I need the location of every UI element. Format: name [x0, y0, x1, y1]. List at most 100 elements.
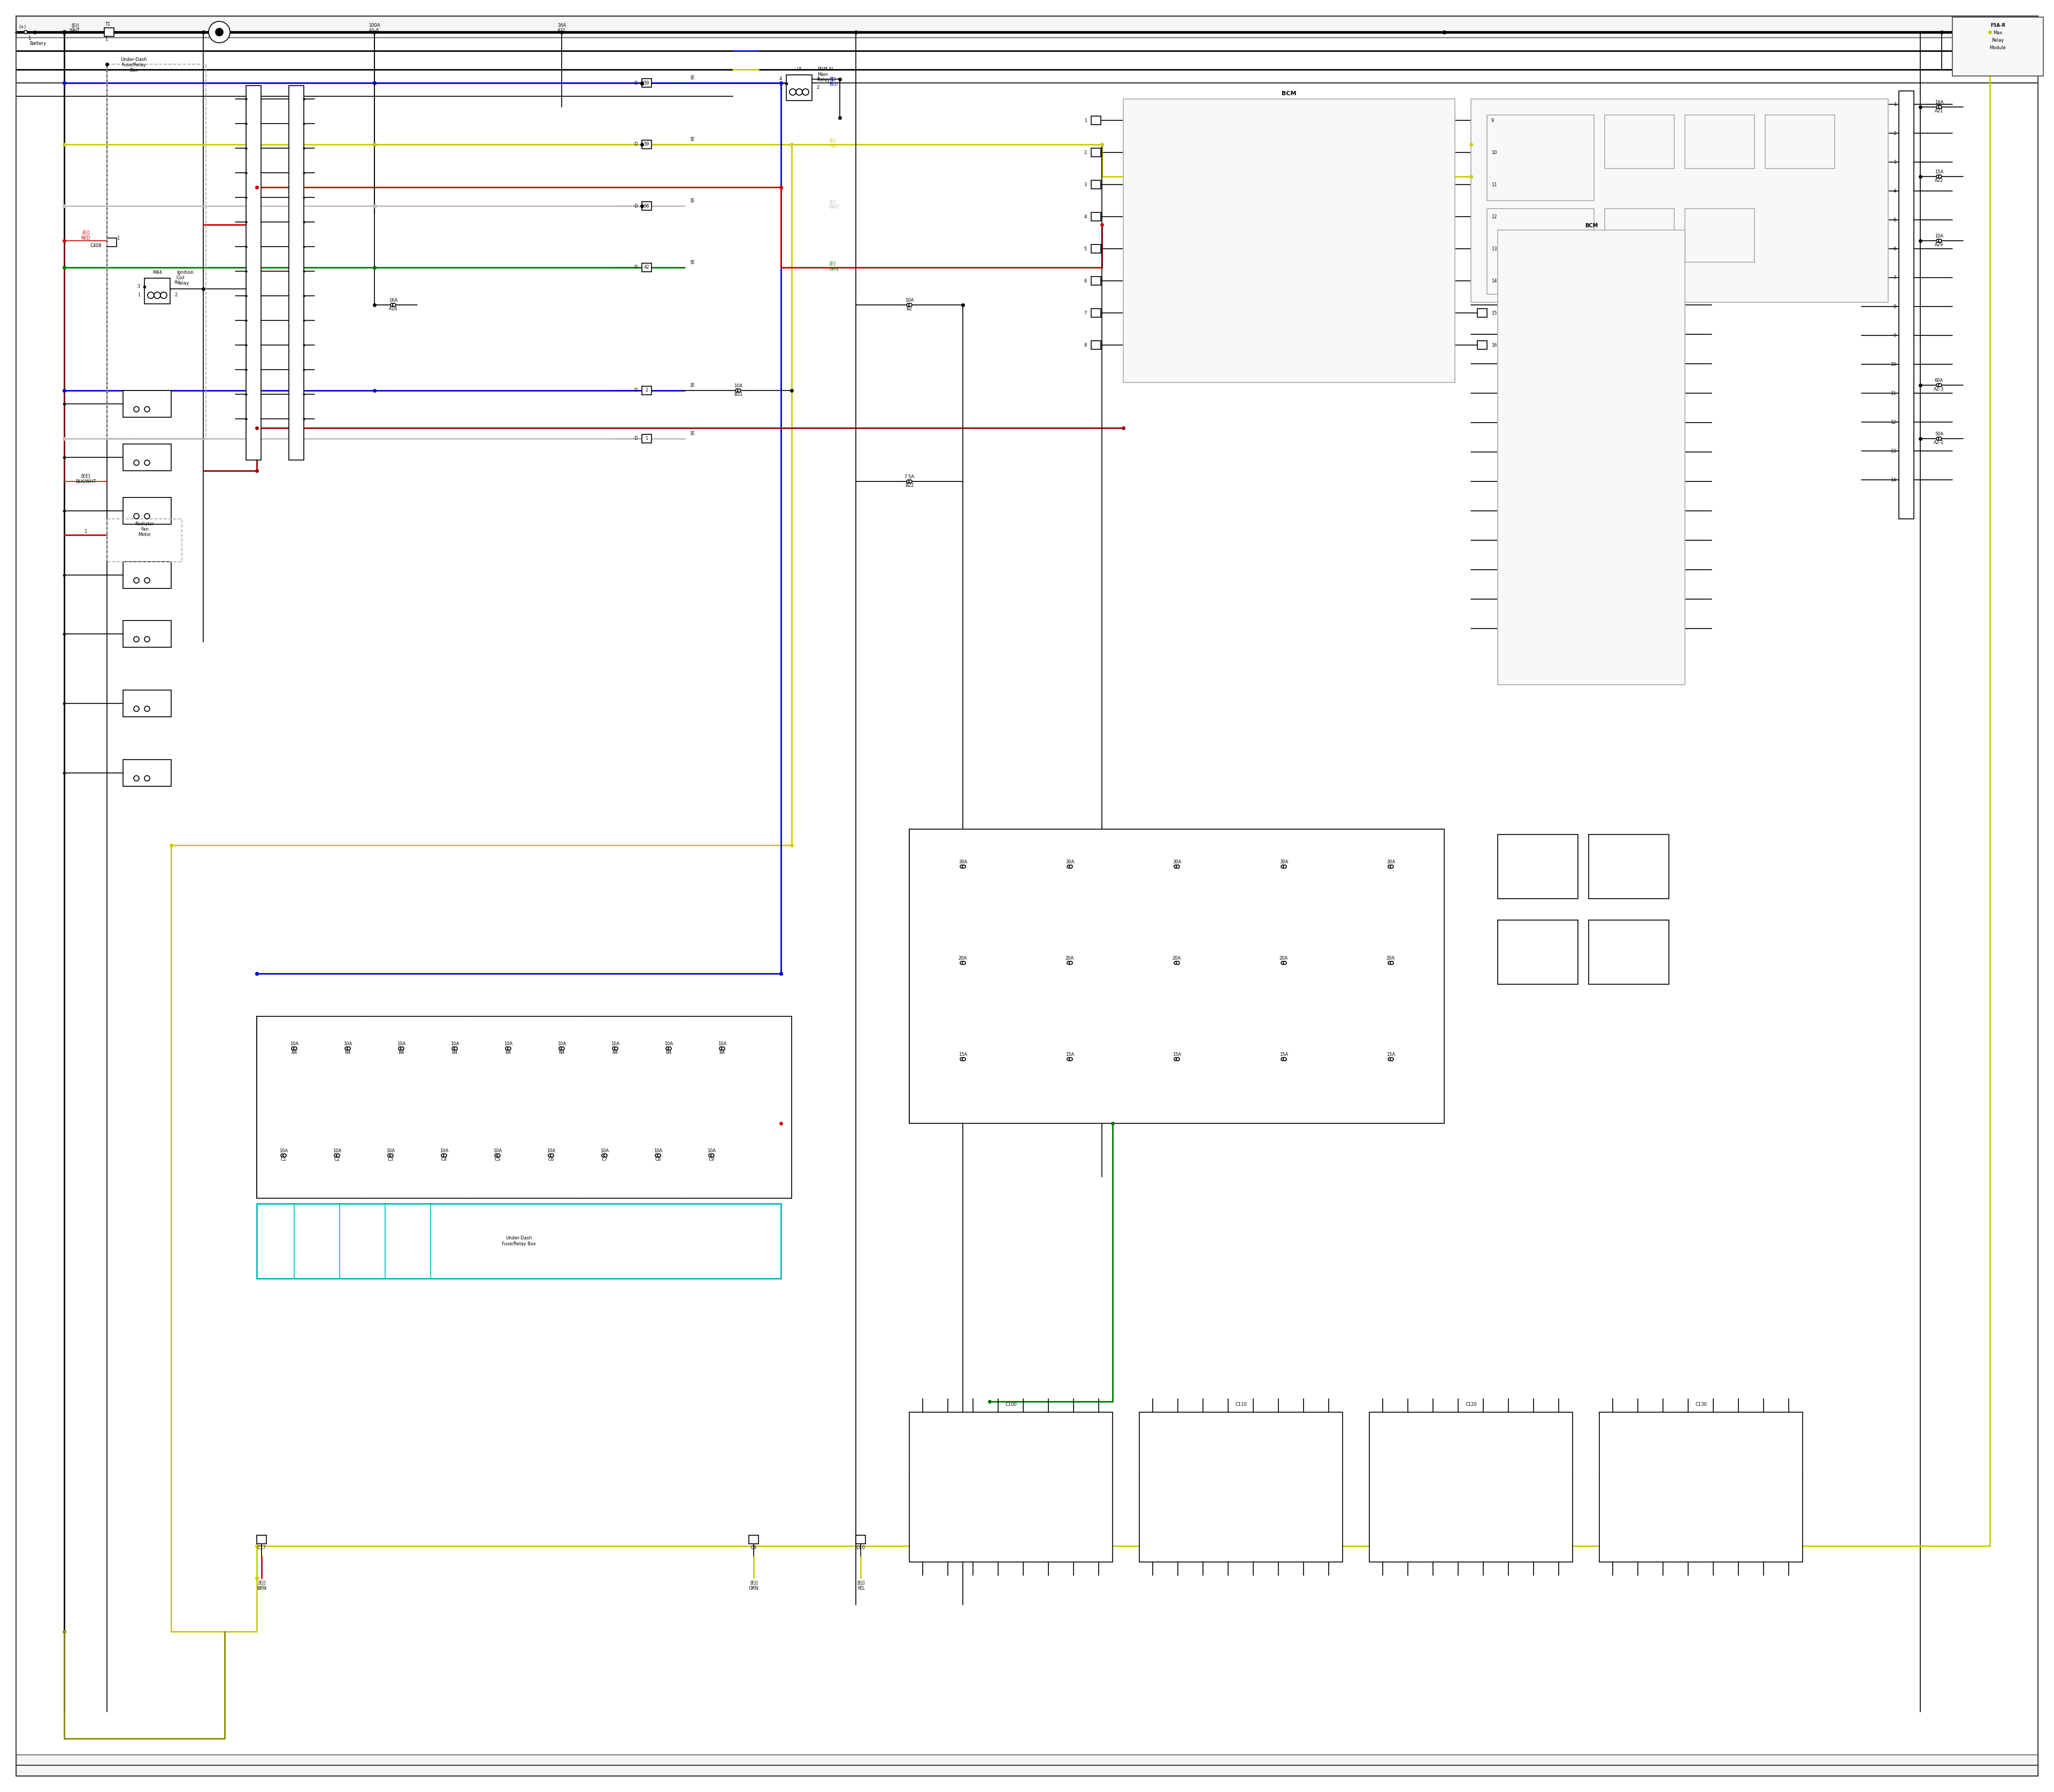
Circle shape	[719, 1047, 723, 1050]
Text: 10A: 10A	[906, 297, 914, 303]
Text: 10A: 10A	[440, 1149, 448, 1154]
Circle shape	[665, 1047, 670, 1050]
Text: C3: C3	[388, 1158, 394, 1163]
Text: B4: B4	[505, 1050, 511, 1055]
Text: 1: 1	[778, 86, 783, 90]
Text: 10A: 10A	[290, 1041, 298, 1047]
Circle shape	[390, 303, 394, 306]
Text: 10A: 10A	[503, 1041, 514, 1047]
Circle shape	[668, 1047, 672, 1050]
Text: [E]: [E]	[830, 262, 836, 267]
Text: 1: 1	[84, 529, 86, 534]
Bar	[1140, 1412, 1343, 1563]
Bar	[787, 75, 811, 100]
Circle shape	[1937, 176, 1939, 177]
Text: C408: C408	[90, 244, 101, 249]
Bar	[1091, 308, 1101, 317]
Text: 3: 3	[1894, 159, 1896, 165]
Bar	[1124, 99, 1454, 382]
Bar	[910, 830, 1444, 1124]
Bar	[1471, 99, 1888, 303]
Bar	[123, 498, 170, 525]
Bar	[257, 1016, 791, 1199]
Text: 1: 1	[1085, 118, 1087, 124]
Bar	[107, 238, 117, 247]
Bar	[1477, 276, 1487, 285]
Circle shape	[392, 303, 396, 306]
Circle shape	[614, 1047, 618, 1050]
Bar	[1370, 1412, 1573, 1563]
Text: 2: 2	[1894, 131, 1896, 136]
Text: [EI]: [EI]	[72, 23, 78, 29]
Text: B4: B4	[345, 1050, 351, 1055]
Circle shape	[144, 514, 150, 520]
Circle shape	[134, 407, 140, 412]
Text: A1-6: A1-6	[370, 29, 380, 34]
Text: 10A: 10A	[717, 1041, 727, 1047]
Bar	[641, 202, 651, 210]
Text: M44: M44	[152, 271, 162, 276]
Text: 10A: 10A	[546, 1149, 555, 1154]
Text: 20A: 20A	[959, 957, 967, 961]
Bar	[123, 690, 170, 717]
Circle shape	[154, 292, 160, 299]
Text: 10A: 10A	[450, 1041, 458, 1047]
Text: Relay: Relay	[1992, 38, 2005, 43]
Text: BCM: BCM	[1282, 91, 1296, 97]
Text: 66: 66	[643, 204, 649, 208]
Circle shape	[1939, 383, 1941, 387]
Bar	[1588, 919, 1668, 984]
Circle shape	[803, 90, 809, 95]
Circle shape	[294, 1047, 298, 1050]
Circle shape	[906, 480, 910, 484]
Bar	[857, 1536, 865, 1543]
Text: 2: 2	[815, 86, 820, 90]
Text: 15A: 15A	[1935, 170, 1943, 174]
Text: 10A: 10A	[1935, 235, 1943, 238]
Circle shape	[548, 1154, 550, 1158]
Circle shape	[1389, 866, 1391, 867]
Circle shape	[495, 1154, 497, 1158]
Circle shape	[335, 1154, 337, 1158]
Text: 30A: 30A	[1386, 860, 1395, 866]
Text: 20A: 20A	[1066, 957, 1074, 961]
Circle shape	[550, 1154, 555, 1158]
Text: 1: 1	[29, 36, 31, 41]
Text: F5A-R: F5A-R	[1990, 23, 2005, 29]
Text: [EJ]: [EJ]	[857, 1581, 865, 1586]
Text: 10A: 10A	[663, 1041, 674, 1047]
Text: 9: 9	[1894, 333, 1896, 339]
Circle shape	[1391, 866, 1393, 867]
Circle shape	[906, 303, 910, 306]
Circle shape	[959, 1057, 963, 1061]
Bar	[123, 620, 170, 647]
Bar	[910, 1412, 1113, 1563]
Text: [EJ]: [EJ]	[750, 1581, 758, 1586]
Text: [E: [E	[690, 75, 694, 81]
Text: Max: Max	[1992, 30, 2003, 36]
Text: C9: C9	[750, 1546, 756, 1550]
Circle shape	[1177, 961, 1179, 964]
Circle shape	[345, 1047, 349, 1050]
Text: Module: Module	[1990, 47, 2007, 50]
Circle shape	[454, 1047, 458, 1050]
Text: B4: B4	[559, 1050, 565, 1055]
Text: 2: 2	[175, 292, 177, 297]
Text: 60A: 60A	[1935, 378, 1943, 383]
Text: T1: T1	[105, 22, 111, 27]
Bar	[1588, 835, 1668, 898]
Circle shape	[1282, 961, 1284, 964]
Circle shape	[1391, 961, 1393, 964]
Text: 42: 42	[643, 265, 649, 271]
Bar	[1091, 244, 1101, 253]
Text: A21: A21	[557, 29, 567, 34]
Bar	[123, 561, 170, 588]
Bar	[1684, 208, 1754, 262]
Circle shape	[737, 389, 741, 392]
Text: 15A: 15A	[1386, 1052, 1395, 1057]
Circle shape	[1284, 866, 1286, 867]
Text: 16: 16	[1491, 342, 1497, 348]
Text: D: D	[635, 435, 637, 441]
Text: ORN: ORN	[748, 1586, 758, 1591]
Bar	[1477, 116, 1487, 125]
